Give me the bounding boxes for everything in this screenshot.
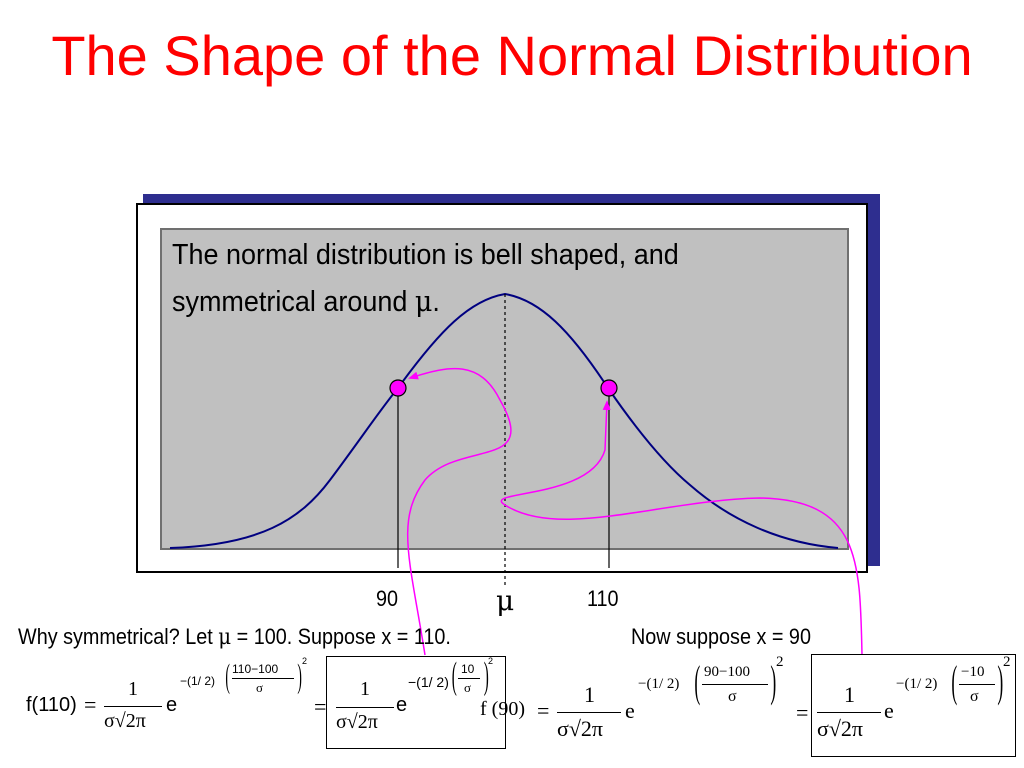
eq90s-exp-den: σ — [970, 688, 979, 705]
point-x110 — [600, 379, 618, 397]
eq110s-denominator: σ√2π — [336, 711, 378, 733]
caption-line1: The normal distribution is bell shaped, … — [172, 239, 679, 271]
eq110-denominator: σ√2π — [104, 710, 146, 732]
eq90-base: e — [625, 698, 635, 723]
axis-label-110: 110 — [587, 586, 619, 611]
eq90-fraction-bar — [557, 712, 621, 713]
eq90-exp-den: σ — [728, 688, 737, 705]
eq90s-fraction-bar — [817, 712, 881, 713]
eq90s-exp-coef: −(1/ 2) — [896, 676, 938, 692]
point-x90 — [389, 379, 407, 397]
eq90-numerator: 1 — [584, 682, 595, 707]
eq110-exp-pow: 2 — [302, 656, 308, 666]
eq110-numerator: 1 — [128, 678, 138, 700]
eq110-base: e — [166, 694, 178, 716]
eq110-lhs: f(110) — [26, 694, 77, 716]
eq110s-exp-den: σ — [464, 680, 472, 695]
caption-period: . — [432, 286, 440, 318]
eq110-fraction-bar — [104, 706, 162, 707]
eq90s-exp-bar — [959, 684, 995, 685]
eq110s-exp-coef: −(1/ 2) — [408, 674, 449, 690]
eq90-equals: = — [537, 698, 550, 723]
arrow-to-right-point — [500, 400, 863, 656]
eq110s-exp-num: 10 — [461, 662, 475, 676]
why-text-rest: = 100. Suppose x = 110. — [231, 624, 451, 649]
equation-box-110 — [326, 656, 506, 749]
equation-box-90 — [811, 654, 1016, 757]
axis-label-mu: μ — [496, 584, 515, 617]
panel-caption: The normal distribution is bell shaped, … — [172, 232, 795, 325]
why-symmetrical-text: Why symmetrical? Let μ = 100. Suppose x … — [18, 624, 451, 650]
eq110s-base: e — [396, 694, 408, 716]
eq110-lparen: ( — [225, 658, 230, 695]
figure-panel — [160, 228, 849, 550]
why-text-mu: μ — [218, 625, 232, 650]
caption-mu: μ — [414, 284, 433, 318]
eq110s-numerator: 1 — [360, 678, 370, 700]
eq90-exp-coef: −(1/ 2) — [638, 676, 680, 692]
eq90-exp-bar — [702, 684, 768, 685]
eq90-exp-pow: 2 — [776, 654, 784, 670]
caption-line2: symmetrical around — [172, 286, 415, 318]
eq110-rparen: ) — [297, 658, 302, 695]
bell-curve — [169, 292, 839, 549]
eq110s-lparen: ( — [451, 655, 457, 697]
eq90s-exp-num: −10 — [961, 664, 985, 680]
eq110s-fraction-bar — [336, 707, 394, 708]
axis-label-90: 90 — [376, 586, 399, 611]
eq90-exp-num: 90−100 — [704, 664, 750, 680]
eq110-exp-num: 110−100 — [232, 662, 279, 676]
arrow-to-left-point — [406, 367, 512, 656]
eq90-lparen: ( — [694, 657, 701, 706]
eq90s-lparen: ( — [951, 657, 958, 706]
eq90-rparen: ) — [770, 657, 777, 706]
eq110-exp-coef: −(1/ 2) — [180, 674, 216, 688]
now-suppose-text: Now suppose x = 90 — [631, 624, 811, 649]
eq90-denominator: σ√2π — [557, 716, 604, 741]
eq90s-denominator: σ√2π — [817, 716, 864, 741]
slide-title: The Shape of the Normal Distribution — [51, 24, 973, 87]
eq90s-equals: = — [796, 700, 809, 725]
eq110s-exp-pow: 2 — [488, 656, 494, 666]
eq110s-rparen: ) — [483, 655, 489, 697]
eq110s-exp-bar — [458, 678, 480, 679]
eq90s-base: e — [884, 698, 894, 723]
eq90s-numerator: 1 — [844, 682, 855, 707]
eq90s-exp-pow: 2 — [1003, 654, 1011, 670]
why-text-start: Why symmetrical? Let — [18, 624, 219, 649]
eq110-exp-den: σ — [256, 680, 264, 695]
eq110s-equals: = — [314, 694, 327, 719]
eq110-exp-bar — [232, 678, 294, 679]
eq90s-rparen: ) — [997, 657, 1004, 706]
eq90-lhs: f (90) — [480, 698, 525, 720]
eq110-equals: = — [84, 692, 97, 717]
